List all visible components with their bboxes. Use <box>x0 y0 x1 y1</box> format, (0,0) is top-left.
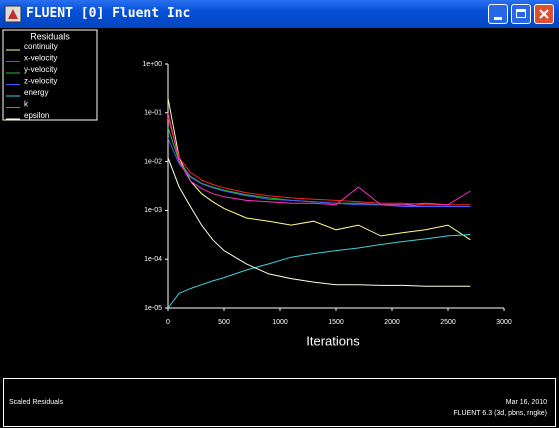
y-tick-label: 1e-05 <box>144 305 162 312</box>
x-tick-label: 2500 <box>440 319 456 326</box>
residual-line <box>167 234 471 309</box>
x-tick-label: 3000 <box>496 319 512 326</box>
residual-line <box>167 127 471 207</box>
close-button[interactable] <box>534 4 554 24</box>
residual-line <box>167 98 471 241</box>
residual-line <box>167 138 471 207</box>
x-axis-label: Iterations <box>306 333 360 348</box>
maximize-button[interactable] <box>511 4 531 24</box>
x-tick-label: 1500 <box>328 319 344 326</box>
legend-label: energy <box>24 88 48 97</box>
x-tick-label: 1000 <box>272 319 288 326</box>
y-tick-label: 1e-01 <box>144 110 162 117</box>
residual-line <box>167 112 471 206</box>
legend-label: z-velocity <box>24 77 57 86</box>
footer-label: Scaled Residuals <box>9 399 64 406</box>
footer-version: FLUENT 6.3 (3d, pbns, rngke) <box>453 410 547 417</box>
title-bar: FLUENT [0] Fluent Inc <box>0 0 559 28</box>
window-title: FLUENT [0] Fluent Inc <box>26 6 191 21</box>
minimize-button[interactable] <box>488 4 508 24</box>
y-tick-label: 1e-02 <box>144 158 162 165</box>
x-tick-label: 0 <box>166 319 170 326</box>
legend-label: y-velocity <box>24 65 57 74</box>
legend-title: Residuals <box>30 31 70 41</box>
legend-label: continuity <box>24 42 58 51</box>
x-tick-label: 500 <box>218 319 230 326</box>
y-tick-label: 1e-04 <box>144 256 162 263</box>
footer-date: Mar 16, 2010 <box>505 399 547 406</box>
x-tick-label: 2000 <box>384 319 400 326</box>
residual-line <box>167 117 471 206</box>
legend-label: x-velocity <box>24 54 57 63</box>
legend-label: k <box>24 100 29 109</box>
residual-line <box>167 157 471 287</box>
y-tick-label: 1e+00 <box>142 61 162 68</box>
y-tick-label: 1e-03 <box>144 207 162 214</box>
chart: Residuals Iterations 1e+00 1e-01 1e-02 1e-0… <box>2 29 512 348</box>
app-icon <box>4 5 22 23</box>
legend-label: epsilon <box>24 111 49 120</box>
legend-box <box>2 29 98 121</box>
footer: Scaled Residuals Mar 16, 2010 FLUENT 6.3… <box>3 378 556 427</box>
